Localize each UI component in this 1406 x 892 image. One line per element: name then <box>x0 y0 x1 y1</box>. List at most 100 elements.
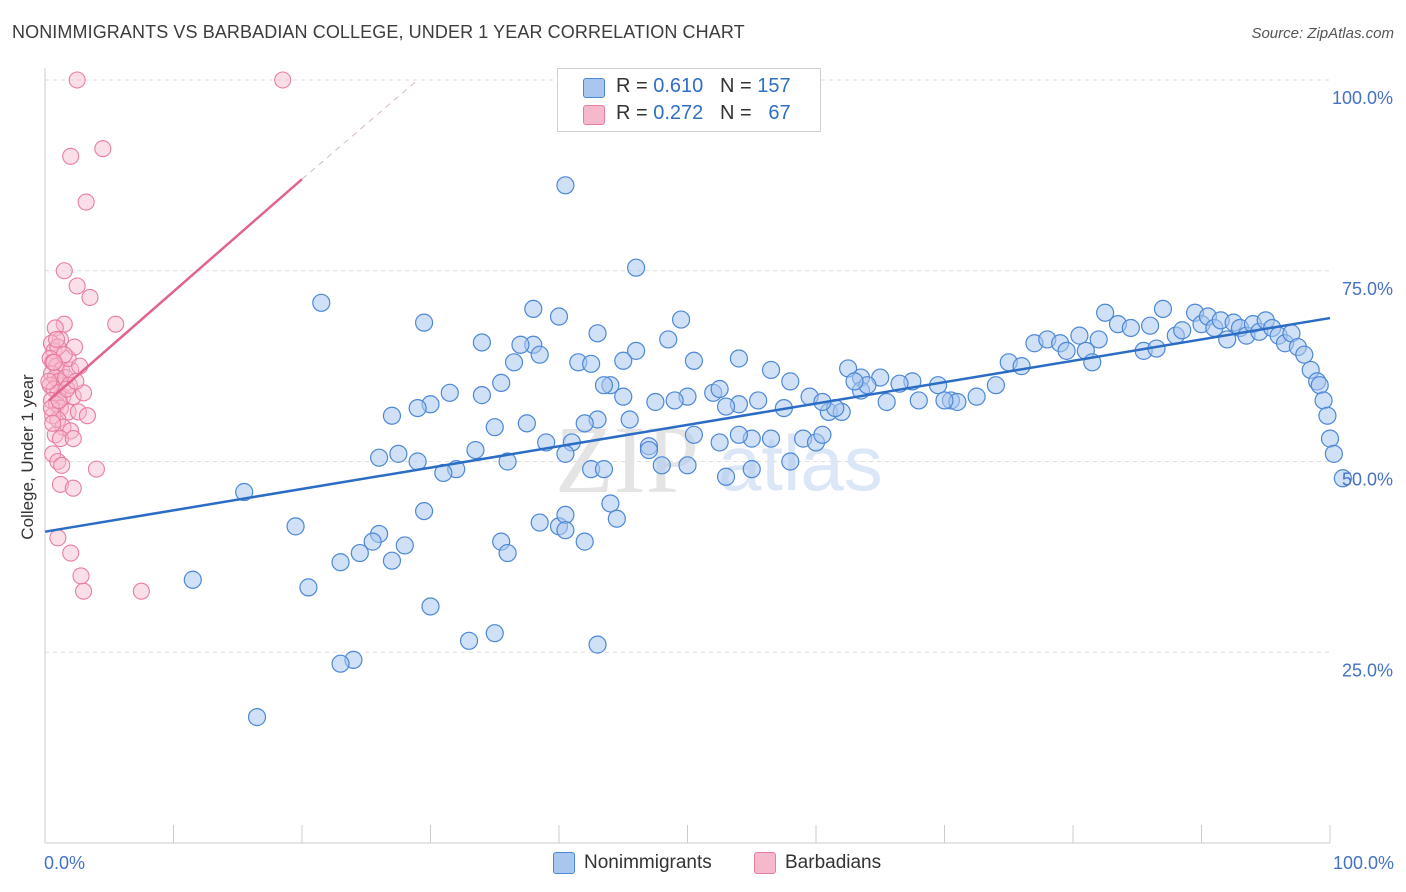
point-nonimmigrants-6[interactable] <box>671 310 691 329</box>
point-nonimmigrants-102[interactable] <box>620 410 639 429</box>
point-nonimmigrants-42[interactable] <box>1140 316 1160 335</box>
point-nonimmigrants-127[interactable] <box>485 624 504 643</box>
point-nonimmigrants-96[interactable] <box>761 429 781 448</box>
point-nonimmigrants-146[interactable] <box>331 654 350 673</box>
point-nonimmigrants-12[interactable] <box>614 351 633 370</box>
point-nonimmigrants-139[interactable] <box>678 456 697 475</box>
point-nonimmigrants-116[interactable] <box>382 406 402 425</box>
point-nonimmigrants-3[interactable] <box>524 299 543 318</box>
point-nonimmigrants-39[interactable] <box>1121 318 1140 338</box>
point-nonimmigrants-129[interactable] <box>498 543 517 563</box>
point-nonimmigrants-142[interactable] <box>781 452 800 471</box>
point-nonimmigrants-151[interactable] <box>183 570 202 589</box>
point-nonimmigrants-156[interactable] <box>582 354 601 373</box>
point-barbadians-34[interactable] <box>69 403 87 421</box>
point-nonimmigrants-71[interactable] <box>1333 469 1352 488</box>
point-barbadians-0[interactable] <box>68 71 86 89</box>
point-nonimmigrants-93[interactable] <box>614 387 633 406</box>
point-nonimmigrants-153[interactable] <box>556 521 575 540</box>
point-nonimmigrants-37[interactable] <box>1096 303 1115 322</box>
point-nonimmigrants-16[interactable] <box>781 372 800 391</box>
point-nonimmigrants-152[interactable] <box>588 635 607 654</box>
point-nonimmigrants-1[interactable] <box>626 258 646 277</box>
point-barbadians-51[interactable] <box>72 567 90 585</box>
point-nonimmigrants-69[interactable] <box>1320 429 1340 448</box>
point-nonimmigrants-89[interactable] <box>710 379 729 399</box>
point-barbadians-2[interactable] <box>62 147 80 165</box>
point-nonimmigrants-0[interactable] <box>556 176 575 195</box>
point-nonimmigrants-104[interactable] <box>575 414 594 433</box>
point-nonimmigrants-137[interactable] <box>639 440 659 460</box>
point-barbadians-42[interactable] <box>64 430 82 448</box>
point-nonimmigrants-98[interactable] <box>729 425 749 444</box>
point-nonimmigrants-122[interactable] <box>414 501 434 521</box>
point-nonimmigrants-119[interactable] <box>363 532 382 551</box>
point-nonimmigrants-5[interactable] <box>414 313 434 332</box>
point-nonimmigrants-141[interactable] <box>742 460 761 479</box>
point-barbadians-48[interactable] <box>64 479 82 497</box>
point-barbadians-56[interactable] <box>40 372 58 390</box>
point-nonimmigrants-72[interactable] <box>909 391 928 410</box>
point-nonimmigrants-45[interactable] <box>1173 321 1192 340</box>
point-barbadians-35[interactable] <box>78 407 96 425</box>
point-barbadians-61[interactable] <box>71 357 89 375</box>
point-barbadians-53[interactable] <box>132 582 150 600</box>
point-nonimmigrants-115[interactable] <box>389 444 408 463</box>
point-nonimmigrants-92[interactable] <box>646 392 665 412</box>
point-nonimmigrants-95[interactable] <box>594 376 614 395</box>
point-nonimmigrants-28[interactable] <box>1012 357 1031 376</box>
point-nonimmigrants-32[interactable] <box>1057 341 1076 360</box>
source-label[interactable]: Source: ZipAtlas.com <box>1251 25 1394 42</box>
point-barbadians-49[interactable] <box>49 529 67 547</box>
point-nonimmigrants-70[interactable] <box>1324 444 1343 463</box>
point-nonimmigrants-7[interactable] <box>588 324 607 343</box>
point-nonimmigrants-126[interactable] <box>459 631 479 650</box>
point-nonimmigrants-135[interactable] <box>594 460 614 479</box>
point-nonimmigrants-2[interactable] <box>312 293 331 312</box>
point-nonimmigrants-158[interactable] <box>511 335 530 354</box>
point-nonimmigrants-124[interactable] <box>395 536 414 555</box>
point-nonimmigrants-11[interactable] <box>626 341 646 360</box>
point-nonimmigrants-164[interactable] <box>408 398 427 418</box>
point-nonimmigrants-43[interactable] <box>1153 299 1173 318</box>
point-nonimmigrants-13[interactable] <box>684 351 704 370</box>
point-nonimmigrants-140[interactable] <box>716 467 736 486</box>
point-barbadians-5[interactable] <box>55 262 73 280</box>
point-nonimmigrants-161[interactable] <box>472 386 491 405</box>
point-barbadians-8[interactable] <box>107 315 125 333</box>
point-nonimmigrants-132[interactable] <box>556 505 575 525</box>
point-nonimmigrants-150[interactable] <box>235 482 254 502</box>
point-nonimmigrants-162[interactable] <box>440 383 459 402</box>
point-nonimmigrants-63[interactable] <box>1295 345 1314 364</box>
point-nonimmigrants-66[interactable] <box>1310 376 1329 395</box>
point-nonimmigrants-159[interactable] <box>504 353 524 372</box>
point-barbadians-4[interactable] <box>77 193 95 211</box>
point-nonimmigrants-67[interactable] <box>1314 391 1333 410</box>
point-nonimmigrants-36[interactable] <box>1089 330 1108 349</box>
point-barbadians-45[interactable] <box>53 456 71 474</box>
point-barbadians-1[interactable] <box>274 71 292 89</box>
point-barbadians-50[interactable] <box>62 544 80 562</box>
point-barbadians-6[interactable] <box>68 277 86 295</box>
point-nonimmigrants-85[interactable] <box>749 391 768 410</box>
point-nonimmigrants-4[interactable] <box>549 307 569 326</box>
point-nonimmigrants-87[interactable] <box>716 397 736 416</box>
point-nonimmigrants-111[interactable] <box>466 440 485 460</box>
point-nonimmigrants-100[interactable] <box>684 425 704 444</box>
point-nonimmigrants-25[interactable] <box>967 387 986 406</box>
point-barbadians-52[interactable] <box>75 582 93 600</box>
point-barbadians-59[interactable] <box>45 353 63 371</box>
point-barbadians-7[interactable] <box>81 288 99 307</box>
point-nonimmigrants-120[interactable] <box>350 543 369 563</box>
point-nonimmigrants-8[interactable] <box>472 333 491 352</box>
point-nonimmigrants-117[interactable] <box>370 448 389 467</box>
point-barbadians-66[interactable] <box>48 330 66 348</box>
point-nonimmigrants-10[interactable] <box>659 330 678 349</box>
point-nonimmigrants-121[interactable] <box>331 553 350 572</box>
point-nonimmigrants-110[interactable] <box>485 418 504 437</box>
point-nonimmigrants-130[interactable] <box>530 513 549 532</box>
point-barbadians-62[interactable] <box>44 414 62 432</box>
point-nonimmigrants-148[interactable] <box>286 517 305 536</box>
point-nonimmigrants-109[interactable] <box>498 452 517 471</box>
point-nonimmigrants-106[interactable] <box>556 444 575 463</box>
